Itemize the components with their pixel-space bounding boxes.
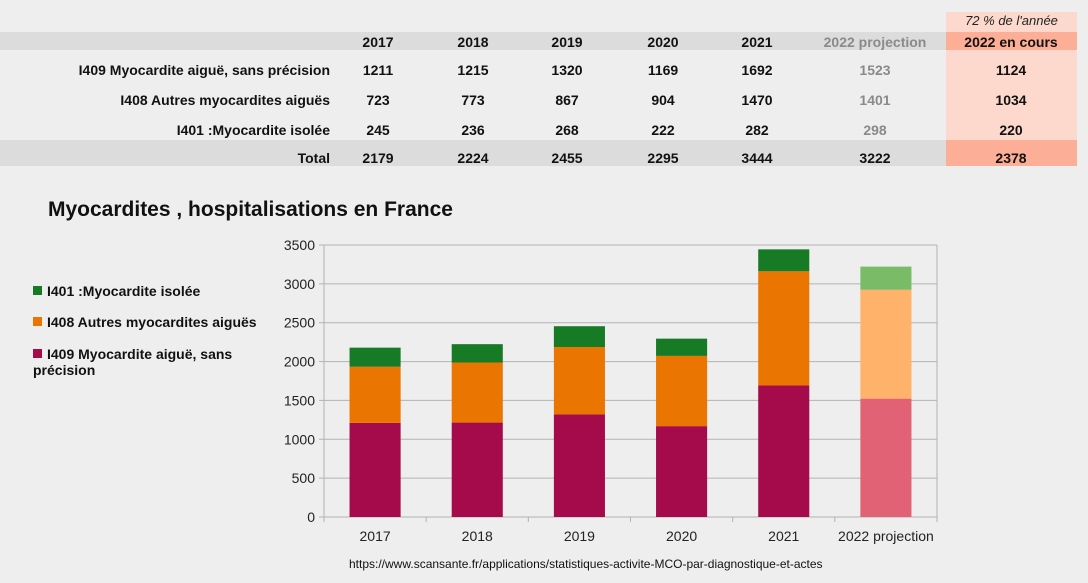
column-header: 2022 en cours — [964, 34, 1058, 50]
table-cell: 1401 — [859, 92, 891, 108]
total-band — [0, 140, 1077, 166]
bar-segment — [860, 289, 912, 399]
column-header: 2021 — [741, 34, 773, 50]
y-tick-label: 0 — [307, 509, 315, 525]
total-cell: 2179 — [362, 150, 394, 166]
bar-segment — [656, 338, 708, 356]
year-fraction-note: 72 % de l'année — [965, 13, 1058, 28]
bar-segment — [451, 362, 503, 423]
column-header: 2019 — [551, 34, 583, 50]
bar-segment — [451, 422, 503, 517]
y-tick-label: 3000 — [284, 276, 315, 292]
total-label: Total — [297, 150, 330, 166]
data-table: 72 % de l'année 2017 2018 2019 2020 2021 2022… — [0, 0, 1088, 170]
legend-item-i408: I408 Autres myocardites aiguës — [33, 314, 257, 330]
bar-segment — [349, 366, 401, 423]
chart-title: Myocardites , hospitalisations en France — [48, 198, 453, 221]
row-label: I401 :Myocardite isolée — [176, 122, 330, 138]
bar-segment — [860, 266, 912, 290]
total-cell: 2378 — [995, 150, 1027, 166]
legend-label: I408 Autres myocardites aiguës — [47, 314, 257, 330]
legend-swatch — [33, 317, 42, 326]
header-band — [0, 32, 1077, 50]
current-year-total-bg — [946, 140, 1077, 166]
legend-item-i401: I401 :Myocardite isolée — [33, 283, 200, 299]
table-cell: 723 — [366, 92, 390, 108]
legend-swatch — [33, 349, 42, 358]
bar-segment — [349, 422, 401, 517]
table-cell: 1470 — [741, 92, 773, 108]
y-tick-label: 3500 — [284, 237, 315, 253]
row-label: I408 Autres myocardites aiguës — [120, 92, 330, 108]
table-cell: 1124 — [995, 62, 1027, 78]
total-cell: 3444 — [741, 150, 773, 166]
table-cell: 1215 — [457, 62, 489, 78]
bar-segment — [553, 326, 605, 348]
legend-swatch — [33, 286, 42, 295]
bar-segment — [553, 347, 605, 415]
bar-segment — [349, 347, 401, 367]
table-cell: 1211 — [362, 62, 394, 78]
column-header: 2018 — [457, 34, 489, 50]
total-cell: 2224 — [457, 150, 489, 166]
table-cell: 236 — [461, 122, 485, 138]
x-tick-label: 2019 — [564, 528, 595, 544]
table-cell: 220 — [999, 122, 1023, 138]
table-cell: 282 — [745, 122, 769, 138]
y-tick-label: 1500 — [284, 392, 315, 408]
current-year-header-bg — [946, 32, 1077, 50]
x-tick-label: 2022 projection — [838, 528, 934, 544]
bar-segment — [860, 398, 912, 517]
total-cell: 2295 — [647, 150, 679, 166]
table-cell: 904 — [651, 92, 675, 108]
bar-segment — [656, 355, 708, 427]
bar-segment — [553, 414, 605, 517]
y-tick-label: 2500 — [284, 315, 315, 331]
bar-segment — [451, 344, 503, 363]
legend-label: I401 :Myocardite isolée — [47, 283, 201, 299]
column-header: 2017 — [362, 34, 394, 50]
x-tick-label: 2020 — [666, 528, 697, 544]
y-tick-label: 1000 — [284, 431, 315, 447]
column-header: 2022 projection — [823, 34, 927, 50]
x-tick-label: 2018 — [462, 528, 493, 544]
total-cell: 2455 — [551, 150, 583, 166]
legend-label: I409 Myocardite aiguë, sans précision — [33, 346, 233, 378]
bar-segment — [758, 249, 810, 272]
bar-segment — [758, 271, 810, 386]
source-url: https://www.scansante.fr/applications/st… — [349, 557, 823, 571]
bar-segment — [758, 385, 810, 517]
table-cell: 773 — [461, 92, 485, 108]
total-cell: 3222 — [859, 150, 891, 166]
table-cell: 245 — [366, 122, 390, 138]
column-header: 2020 — [647, 34, 679, 50]
table-cell: 1034 — [995, 92, 1027, 108]
table-cell: 268 — [555, 122, 579, 138]
legend-item-i409: I409 Myocardite aiguë, sans précision — [33, 346, 263, 378]
x-tick-label: 2021 — [768, 528, 799, 544]
row-label: I409 Myocardite aiguë, sans précision — [78, 62, 330, 78]
y-tick-label: 500 — [292, 470, 316, 486]
table-cell: 1692 — [741, 62, 773, 78]
x-tick-label: 2017 — [360, 528, 391, 544]
y-tick-label: 2000 — [284, 354, 315, 370]
table-cell: 222 — [651, 122, 675, 138]
table-cell: 298 — [863, 122, 887, 138]
table-cell: 867 — [555, 92, 579, 108]
table-cell: 1320 — [551, 62, 583, 78]
table-cell: 1523 — [859, 62, 891, 78]
table-cell: 1169 — [647, 62, 679, 78]
bar-segment — [656, 426, 708, 517]
